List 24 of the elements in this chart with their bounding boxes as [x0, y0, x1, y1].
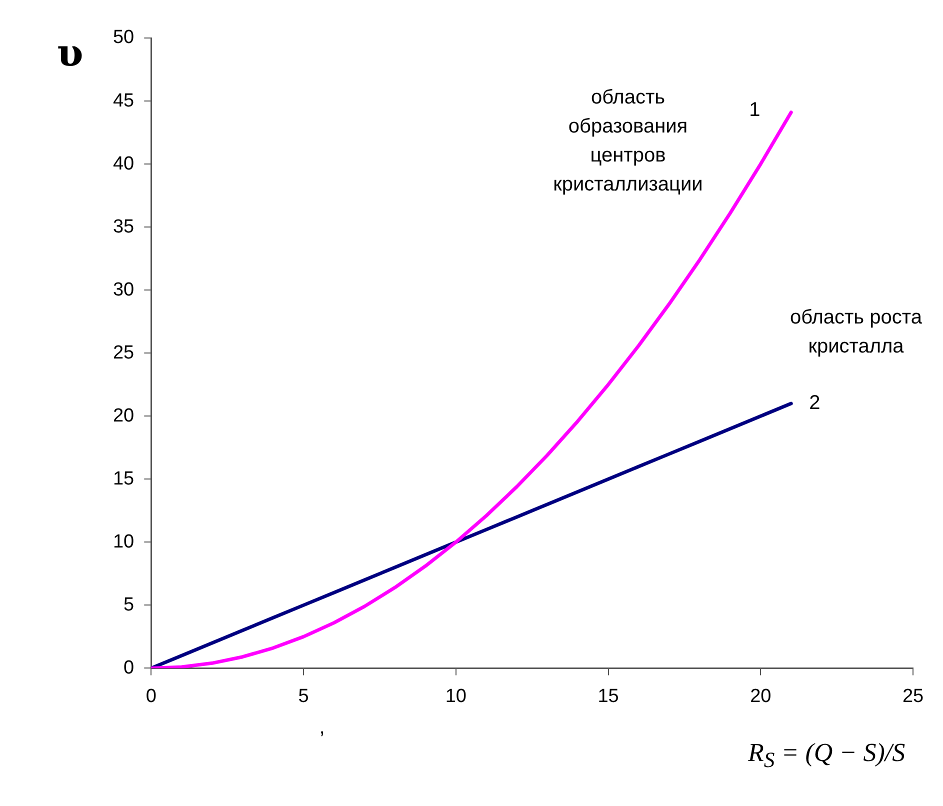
y-tick-label: 25: [112, 342, 134, 364]
y-tick-label: 15: [112, 468, 134, 490]
y-tick-label: 5: [124, 594, 134, 616]
x-axis-title: R$_{S}$ = (Q − S)/S: [748, 738, 906, 774]
annotation: область образования центров кристаллизации: [553, 86, 703, 196]
y-tick-label: 20: [112, 405, 134, 426]
text: ,: [319, 716, 325, 739]
x-tick-label: 5: [298, 686, 309, 707]
series-label: 1: [749, 98, 760, 121]
y-tick-label: 50: [112, 27, 134, 48]
x-tick-label: 0: [146, 686, 156, 707]
x-tick-label: 10: [445, 686, 466, 707]
y-tick-label: 45: [112, 90, 134, 112]
y-tick-label: 40: [112, 153, 134, 174]
y-axis-title: υ: [56, 30, 84, 75]
annotation: область роста кристалла: [790, 306, 923, 358]
x-tick-label: 15: [598, 686, 619, 707]
y-tick-label: 0: [124, 657, 134, 678]
x-tick-label: 25: [902, 686, 924, 707]
y-tick-label: 30: [112, 279, 134, 300]
x-tick-label: 20: [750, 686, 772, 707]
series-label: 2: [809, 392, 820, 414]
y-tick-label: 10: [112, 531, 134, 552]
y-tick-label: 35: [112, 216, 134, 238]
